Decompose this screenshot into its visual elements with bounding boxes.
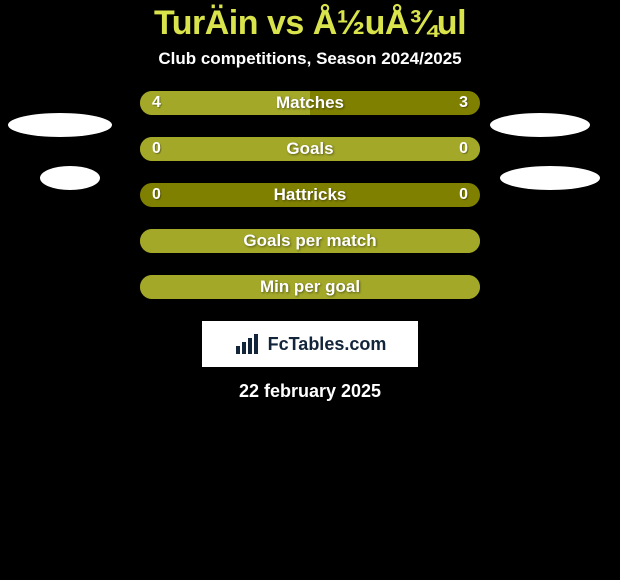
stats-container: 4 3 Matches 0 0 Goals 0 0 Hattricks Goals per mat… [0, 91, 620, 299]
stat-label: Min per goal [260, 277, 360, 297]
decorative-ellipse [490, 113, 590, 137]
stat-value-right: 0 [459, 140, 468, 158]
stat-value-right: 0 [459, 186, 468, 204]
widget-root: TurÄin vs Å½uÅ¾ul Club competitions, Sea… [0, 0, 620, 580]
stat-value-left: 4 [152, 94, 161, 112]
decorative-ellipse [8, 113, 112, 137]
stat-value-left: 0 [152, 140, 161, 158]
stat-row: 0 0 Hattricks [140, 183, 480, 207]
page-title: TurÄin vs Å½uÅ¾ul [0, 4, 620, 43]
decorative-ellipse [40, 166, 100, 190]
stat-value-right: 3 [459, 94, 468, 112]
stat-label: Goals [286, 139, 333, 159]
stat-row: 4 3 Matches [140, 91, 480, 115]
stat-row: Min per goal [140, 275, 480, 299]
subtitle: Club competitions, Season 2024/2025 [0, 49, 620, 69]
stat-row: 0 0 Goals [140, 137, 480, 161]
stat-label: Goals per match [243, 231, 376, 251]
stat-label: Hattricks [274, 185, 347, 205]
stat-row: Goals per match [140, 229, 480, 253]
stat-value-left: 0 [152, 186, 161, 204]
decorative-ellipse [500, 166, 600, 190]
stat-label: Matches [276, 93, 344, 113]
